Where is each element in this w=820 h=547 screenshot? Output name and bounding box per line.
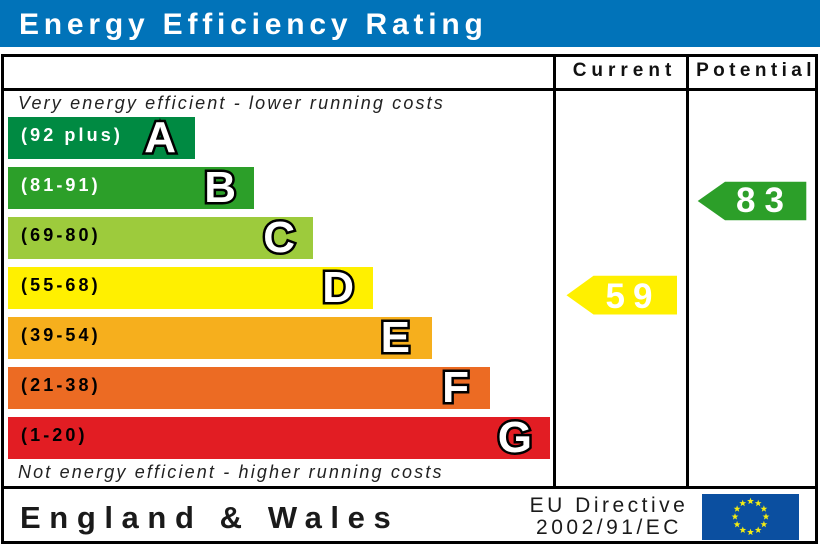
svg-text:C: C — [263, 213, 295, 262]
svg-text:E: E — [381, 313, 410, 362]
svg-text:B: B — [204, 163, 236, 212]
svg-text:G: G — [498, 413, 532, 462]
svg-text:A: A — [144, 113, 176, 162]
svg-text:59: 59 — [606, 277, 661, 316]
svg-text:D: D — [322, 263, 354, 312]
svg-text:83: 83 — [736, 181, 793, 220]
svg-text:F: F — [442, 363, 469, 412]
